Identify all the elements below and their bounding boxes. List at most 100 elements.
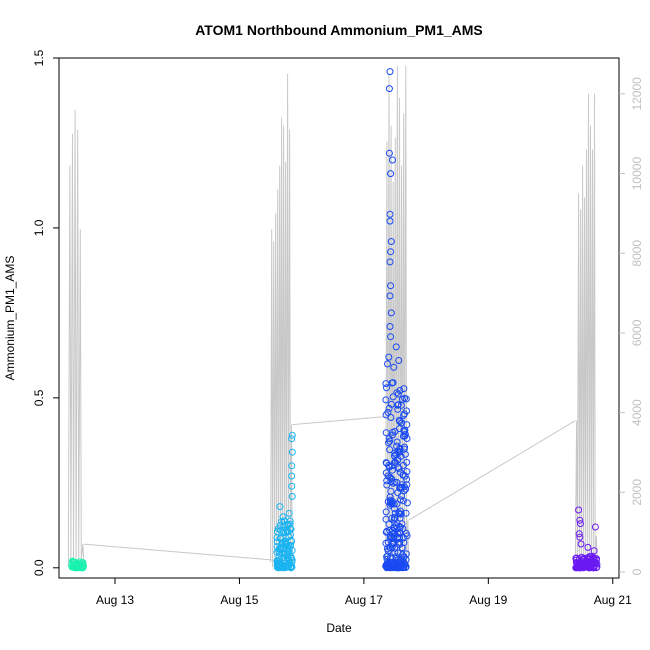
data-point xyxy=(386,210,394,218)
data-point xyxy=(398,544,406,552)
data-point xyxy=(394,390,402,398)
data-point xyxy=(287,563,295,571)
data-point xyxy=(385,520,393,528)
data-point xyxy=(275,547,283,555)
data-point xyxy=(397,452,405,460)
data-point xyxy=(388,466,396,474)
data-point xyxy=(391,452,398,460)
data-point xyxy=(273,543,281,551)
data-point xyxy=(281,550,288,558)
data-point xyxy=(587,559,595,567)
y2-tick-label: 2000 xyxy=(630,479,644,506)
data-point xyxy=(383,481,391,489)
data-point xyxy=(393,438,401,446)
data-point xyxy=(386,323,394,330)
data-point xyxy=(396,529,404,537)
y2-tick-label: 4000 xyxy=(630,399,644,426)
data-point xyxy=(396,418,404,425)
data-point xyxy=(273,534,281,542)
data-points xyxy=(68,68,601,572)
data-point xyxy=(400,410,408,418)
data-point xyxy=(386,258,394,266)
x-axis-label: Date xyxy=(326,621,352,635)
data-point xyxy=(403,468,411,476)
x-tick-label: Aug 13 xyxy=(96,593,134,607)
x-tick-label: Aug 17 xyxy=(345,593,383,607)
data-point xyxy=(576,562,584,570)
data-point xyxy=(385,543,393,551)
data-point xyxy=(388,431,396,439)
data-point xyxy=(382,429,390,437)
data-point xyxy=(283,528,291,536)
data-point xyxy=(383,555,391,563)
data-point xyxy=(384,552,392,560)
data-point xyxy=(401,450,409,458)
data-point xyxy=(396,468,404,476)
secondary-series-connector xyxy=(83,543,274,561)
data-point xyxy=(384,472,392,480)
data-point xyxy=(396,514,404,522)
data-point xyxy=(387,498,394,506)
data-point xyxy=(387,309,395,317)
data-point xyxy=(591,560,599,567)
data-point xyxy=(389,379,397,387)
data-point xyxy=(403,475,411,483)
data-point xyxy=(284,563,292,571)
data-point xyxy=(288,448,296,456)
data-point xyxy=(288,431,296,439)
data-point xyxy=(403,499,411,507)
data-point xyxy=(387,282,395,290)
data-point xyxy=(401,443,408,451)
data-point xyxy=(400,534,407,542)
data-point xyxy=(399,497,407,505)
data-point xyxy=(76,563,84,571)
y-tick-label: 0.5 xyxy=(32,389,46,406)
data-point xyxy=(393,563,401,571)
data-point xyxy=(578,553,586,561)
data-point xyxy=(391,478,399,486)
data-point xyxy=(403,421,411,429)
y2-tick-label: 0 xyxy=(630,568,644,575)
data-point xyxy=(593,563,601,571)
data-point xyxy=(278,539,286,546)
data-point xyxy=(391,549,399,557)
data-point xyxy=(388,514,396,522)
data-point xyxy=(577,540,585,548)
data-point xyxy=(383,384,390,392)
y-tick-label: 0.0 xyxy=(32,559,46,576)
y2-tick-label: 8000 xyxy=(630,240,644,267)
data-point xyxy=(385,404,393,412)
data-point xyxy=(591,523,599,531)
data-point xyxy=(389,156,396,164)
data-point xyxy=(385,353,393,361)
data-point xyxy=(80,562,87,570)
data-point xyxy=(288,462,296,470)
data-point xyxy=(399,432,407,440)
data-point xyxy=(393,525,401,533)
data-point xyxy=(394,549,402,557)
data-point xyxy=(391,509,399,517)
chart-title: ATOM1 Northbound Ammonium_PM1_AMS xyxy=(195,22,483,38)
data-point xyxy=(576,516,584,524)
data-point xyxy=(386,437,394,445)
y-tick-label: 1.0 xyxy=(32,219,46,236)
data-point xyxy=(394,447,402,455)
data-point xyxy=(275,560,283,568)
data-point xyxy=(284,521,292,529)
data-point xyxy=(390,532,398,540)
data-point xyxy=(386,446,394,454)
data-point xyxy=(590,547,598,555)
data-point xyxy=(385,85,393,93)
data-point xyxy=(387,238,395,245)
data-point xyxy=(385,149,393,157)
data-point xyxy=(393,559,400,567)
data-point xyxy=(387,248,395,256)
data-point xyxy=(576,533,584,541)
data-point xyxy=(277,535,284,543)
data-point xyxy=(384,538,392,546)
data-point xyxy=(572,556,580,564)
data-point xyxy=(288,482,296,490)
data-point xyxy=(395,465,403,473)
data-point xyxy=(572,564,580,572)
data-point xyxy=(394,401,402,409)
